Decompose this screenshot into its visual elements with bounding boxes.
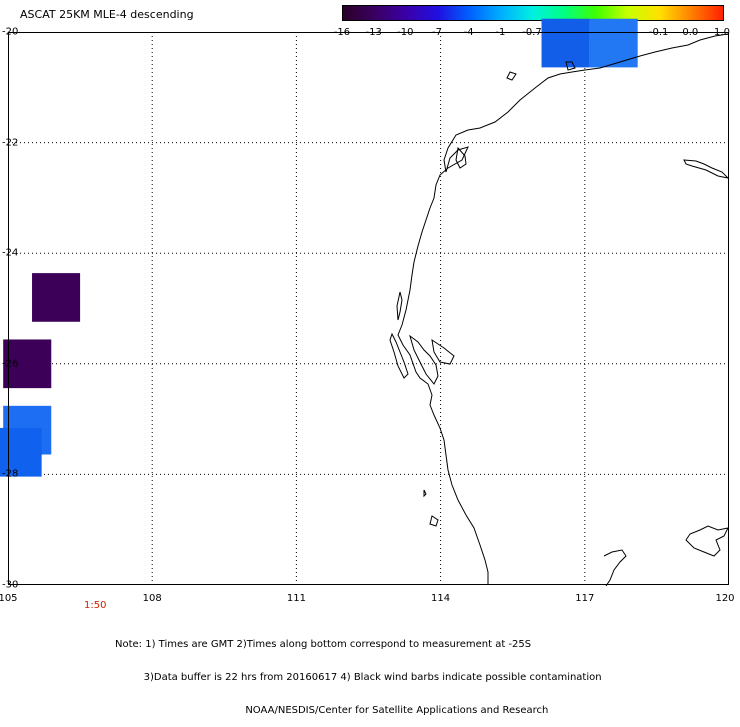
longitude-label: 114 <box>431 593 451 604</box>
time-label: 1:50 <box>84 600 107 611</box>
longitude-label: 117 <box>575 593 595 604</box>
latitude-label: -20 <box>2 26 19 38</box>
latitude-label: -26 <box>2 358 19 370</box>
shark-bay-inner <box>431 338 455 365</box>
longitude-label: 111 <box>286 593 306 604</box>
map-canvas <box>0 18 730 587</box>
wind-data-cell <box>541 18 590 68</box>
coastline <box>389 33 730 587</box>
wind-data-cell <box>0 427 42 477</box>
dirk-hartog-island <box>389 332 409 379</box>
note-line-3: NOAA/NESDIS/Center for Satellite Applica… <box>115 705 549 716</box>
small-island-2 <box>565 61 576 71</box>
bernier-island <box>396 291 403 321</box>
coastline-west-australia <box>397 33 729 585</box>
map-title: ASCAT 25KM MLE-4 descending <box>20 8 194 21</box>
reef-islet <box>423 489 427 498</box>
coast-south-lake <box>603 549 627 587</box>
note-line-1: Note: 1) Times are GMT 2)Times along bot… <box>115 639 532 650</box>
colorbar <box>342 5 724 21</box>
note-line-2: 3)Data buffer is 22 hrs from 20160617 4)… <box>115 672 602 683</box>
wind-data-cells <box>0 18 638 477</box>
graticule <box>8 32 729 585</box>
wind-data-cell <box>32 273 81 322</box>
houtman-abrolhos <box>429 515 439 527</box>
longitude-label: 108 <box>142 593 162 604</box>
latitude-label: -22 <box>2 137 19 149</box>
latitude-label: -28 <box>2 468 19 480</box>
coast-southeast <box>685 525 729 557</box>
longitude-label: 120 <box>715 593 735 604</box>
wind-data-cell <box>3 339 52 389</box>
latitude-label: -24 <box>2 247 19 259</box>
small-island-1 <box>506 71 517 81</box>
shark-bay-peninsula <box>409 334 439 385</box>
notes: Note: 1) Times are GMT 2)Times along bot… <box>115 617 602 727</box>
exmouth-gulf <box>455 146 467 169</box>
longitude-label: 105 <box>0 593 18 604</box>
map-frame <box>8 32 729 585</box>
latitude-label: -30 <box>2 579 19 591</box>
